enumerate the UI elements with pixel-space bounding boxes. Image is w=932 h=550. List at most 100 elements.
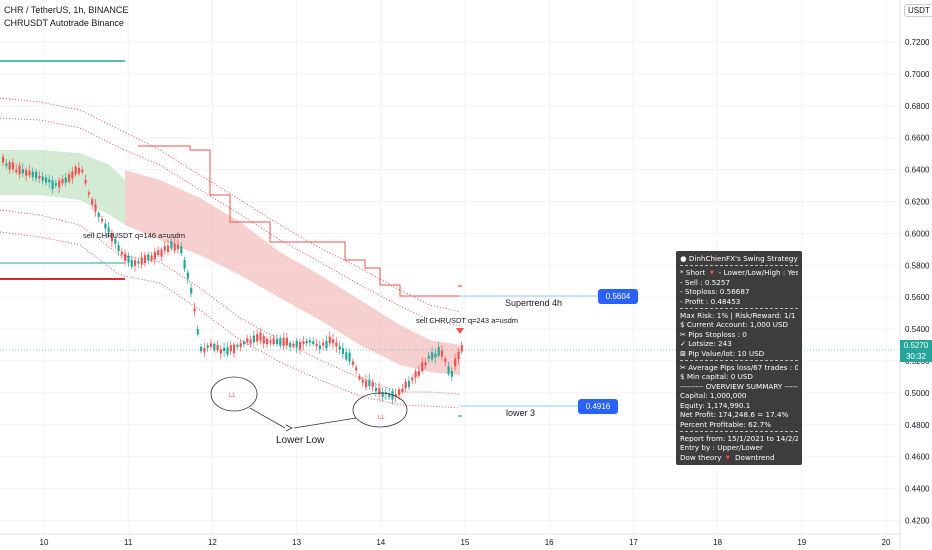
upper-channel-outer (0, 97, 461, 313)
candle-body (434, 353, 437, 358)
candle-body (351, 361, 354, 365)
panel-title-text: DinhChienFX's Swing Strategy (688, 254, 798, 263)
time-tick-label: 16 (545, 538, 554, 547)
sell-label-1: sell CHRUSDT q=146 a=usdm (83, 231, 185, 240)
sell-arrow-icon (456, 328, 464, 334)
candle-body (299, 342, 302, 350)
price-tick-label: 0.4600 (905, 453, 930, 462)
candle-body (157, 250, 160, 256)
candle-body (68, 174, 71, 182)
candle-body (292, 343, 295, 347)
candle-body (414, 371, 417, 378)
time-tick-label: 14 (376, 538, 385, 547)
candle-body (219, 349, 222, 354)
last-price-tag: 0.5270 30:32 (900, 340, 932, 362)
divider (680, 265, 798, 267)
strategy-info-panel: ● DinhChienFX's Swing Strategy * Short 🔻… (676, 251, 802, 466)
candle-body (18, 165, 21, 175)
last-price-value: 0.5270 (903, 341, 929, 350)
candle-body (134, 260, 137, 266)
lower-value-callout[interactable]: 0.4916 (578, 399, 618, 414)
candle-body (325, 340, 328, 349)
candle-body (328, 336, 331, 344)
ll-label-1: LL (229, 393, 236, 399)
time-tick-label: 18 (713, 538, 722, 547)
candle-body (348, 352, 351, 362)
candle-body (160, 249, 163, 257)
bar-countdown: 30:32 (905, 352, 927, 361)
strategy-title[interactable]: CHRUSDT Autotrade Binance (4, 18, 124, 28)
candle-body (285, 337, 288, 346)
candle-body (97, 212, 100, 217)
panel-line: Report from: 15/1/2021 to 14/2/2022 (680, 433, 798, 443)
panel-line: ✓ Lotsize: 243 (680, 339, 732, 349)
candle-body (209, 343, 213, 347)
ll-label-2: LL (378, 415, 385, 421)
candle-body (239, 343, 242, 348)
candle-body (394, 394, 397, 398)
candle-body (450, 371, 453, 377)
candle-body (368, 379, 371, 386)
time-tick-label: 10 (40, 538, 49, 547)
candle-body (444, 358, 447, 362)
candle-body (31, 171, 34, 178)
price-tick-label: 0.6400 (905, 166, 930, 175)
candle-body (315, 343, 318, 347)
price-tick-label: 0.6200 (905, 198, 930, 207)
candle-body (213, 343, 216, 351)
divider (680, 360, 798, 362)
candle-body (81, 169, 84, 173)
supertrend-value-callout[interactable]: 0.5604 (598, 289, 638, 304)
candle-body (365, 380, 368, 387)
panel-line: - Profit : 0.48453 (680, 296, 741, 306)
candle-body (200, 346, 203, 352)
divider (680, 308, 798, 310)
price-tick-label: 0.6800 (905, 102, 930, 111)
divider (680, 430, 798, 432)
candle-body (318, 345, 321, 350)
candle-body (457, 351, 460, 360)
candle-body (427, 355, 430, 359)
candle-body (203, 348, 206, 353)
green-band (0, 150, 125, 225)
candle-body (44, 177, 48, 183)
panel-line: $ Min capital: 0 USD (680, 372, 753, 382)
price-axis[interactable]: 0.7200 0.7000 0.6800 0.6600 0.6400 0.6200 0.60… (905, 38, 930, 526)
candle-body (15, 169, 18, 173)
lower-low-arrow-1 (249, 407, 286, 429)
candle-body (279, 338, 282, 346)
price-tick-label: 0.7200 (905, 38, 930, 47)
symbol-title[interactable]: CHR / TetherUS, 1h, BINANCE (4, 5, 129, 15)
time-axis[interactable]: 10 11 12 13 14 15 16 17 18 19 20 (40, 538, 891, 547)
chart-header: CHR / TetherUS, 1h, BINANCE CHRUSDT Auto… (4, 4, 128, 30)
candle-body (163, 246, 166, 251)
panel-title: ● DinhChienFX's Swing Strategy (680, 254, 798, 263)
panel-line: $ Current Account: 1,000 USD (680, 320, 789, 330)
candle-body (25, 169, 28, 176)
price-tick-label: 0.6600 (905, 134, 930, 143)
candle-body (94, 204, 97, 212)
candle-body (186, 272, 189, 279)
panel-line: * Short 🔻 - Lower/Low/High : Yes (680, 268, 798, 278)
candle-body (322, 342, 325, 346)
candle-body (378, 387, 381, 395)
lower-channel-outer (0, 231, 461, 409)
candle-body (173, 243, 176, 251)
candle-body (361, 379, 364, 383)
candle-body (130, 260, 133, 267)
time-tick-label: 11 (124, 538, 133, 547)
candle-body (404, 381, 407, 388)
candle-body (140, 257, 143, 265)
candle-body (114, 238, 117, 244)
candle-body (460, 345, 463, 352)
candlesticks (2, 153, 463, 405)
candle-body (259, 332, 262, 341)
candle-body (424, 362, 427, 366)
candle-body (190, 287, 193, 294)
candle-body (226, 347, 229, 355)
candle-body (417, 370, 420, 376)
candle-body (398, 389, 401, 396)
candle-body (84, 179, 87, 184)
candle-body (266, 338, 269, 345)
currency-unit-button[interactable]: USDT (904, 4, 932, 17)
